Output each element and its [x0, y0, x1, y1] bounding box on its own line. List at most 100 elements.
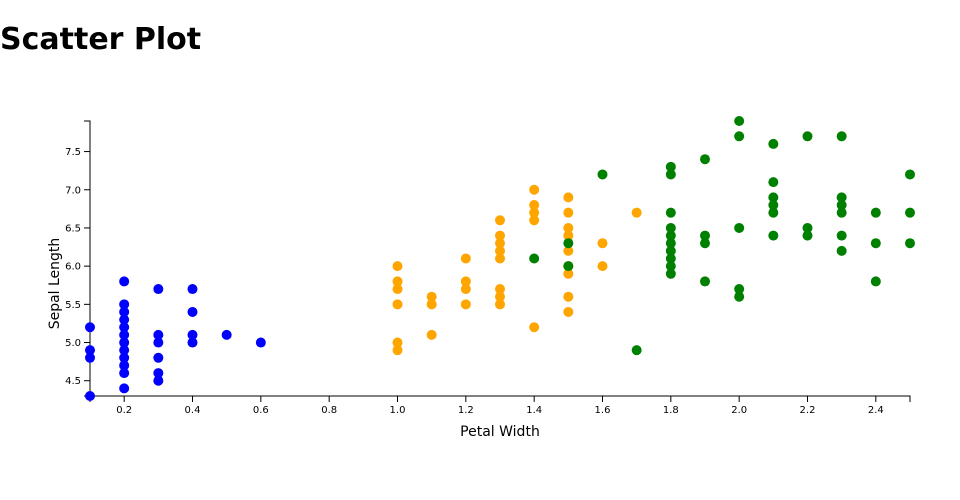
data-point [119, 345, 130, 356]
data-point [665, 245, 676, 256]
data-point [597, 169, 608, 180]
data-point [836, 131, 847, 142]
data-point [665, 268, 676, 279]
data-point [836, 200, 847, 211]
data-point [392, 337, 403, 348]
y-tick-label: 6.0 [65, 262, 81, 273]
data-point [119, 314, 130, 325]
x-tick-label: 2.0 [731, 405, 747, 416]
x-tick-label: 0.8 [321, 405, 337, 416]
y-tick-label: 7.5 [65, 147, 81, 158]
data-point [768, 177, 779, 188]
data-point [563, 268, 574, 279]
data-point [529, 215, 540, 226]
data-point [563, 207, 574, 218]
x-tick-label: 1.6 [595, 405, 611, 416]
data-point [392, 299, 403, 310]
data-point [700, 276, 710, 287]
data-point [426, 299, 437, 310]
data-point [734, 222, 745, 233]
data-point [85, 345, 95, 356]
data-point [700, 154, 710, 165]
data-point [495, 299, 505, 310]
data-point [665, 207, 676, 218]
x-tick-label: 2.4 [868, 405, 884, 416]
data-point [734, 116, 745, 126]
data-point [495, 230, 505, 241]
data-point [563, 192, 574, 203]
data-point [802, 131, 813, 142]
data-point [85, 322, 95, 333]
data-point [563, 222, 574, 233]
data-point [905, 238, 915, 249]
x-axis: 0.2 0.4 0.6 0.8 1.0 1.2 1.4 1.6 1.8 2.0 2.2 2.4 [89, 395, 911, 416]
data-point [119, 360, 130, 371]
y-tick-label: 4.5 [65, 376, 81, 387]
data-point [836, 245, 847, 256]
x-tick-label: 1.8 [663, 405, 679, 416]
data-point [529, 322, 540, 333]
x-axis-line [89, 395, 911, 402]
data-point [734, 284, 745, 295]
data-point [119, 306, 130, 317]
x-tick-label: 2.2 [800, 405, 816, 416]
data-point [221, 329, 232, 340]
data-point [665, 161, 676, 172]
data-point [768, 138, 779, 149]
y-tick-label: 5.5 [65, 300, 81, 311]
x-tick-label: 0.6 [253, 405, 269, 416]
data-point [460, 299, 471, 310]
data-point [870, 238, 881, 249]
data-point [153, 337, 164, 348]
data-point [119, 383, 130, 394]
data-point [597, 238, 608, 249]
data-point [495, 253, 505, 264]
data-point [870, 276, 881, 287]
data-point [529, 200, 540, 211]
data-point [495, 238, 505, 249]
x-tick-label: 0.4 [185, 405, 201, 416]
data-point [870, 207, 881, 218]
data-point [529, 253, 540, 264]
data-point [563, 230, 574, 241]
data-point [802, 230, 813, 241]
data-point [905, 169, 915, 180]
data-point [768, 192, 779, 203]
data-point [426, 329, 437, 340]
data-point [529, 184, 540, 195]
y-axis-label: Sepal Length [47, 238, 63, 330]
data-point [665, 238, 676, 249]
data-point [495, 215, 505, 226]
data-point [153, 329, 164, 340]
y-tick-label: 7.0 [65, 185, 81, 196]
data-point [665, 169, 676, 180]
data-point [187, 329, 198, 340]
data-point [836, 230, 847, 241]
data-point [700, 230, 710, 241]
data-point [734, 291, 745, 302]
data-point [563, 238, 574, 249]
data-point [153, 375, 164, 386]
data-point [665, 261, 676, 272]
data-point [85, 352, 95, 363]
data-point [187, 284, 198, 295]
data-point [700, 238, 710, 249]
data-point [119, 329, 130, 340]
data-point [597, 261, 608, 272]
data-point [460, 253, 471, 264]
data-point [768, 230, 779, 241]
data-point [119, 352, 130, 363]
data-point [495, 284, 505, 295]
data-points [85, 116, 915, 401]
data-point [734, 131, 745, 142]
y-tick-label: 5.0 [65, 338, 81, 349]
data-point [392, 284, 403, 295]
data-point [85, 391, 95, 401]
data-point [631, 345, 642, 356]
data-point [426, 291, 437, 302]
data-point [768, 207, 779, 218]
data-point [665, 253, 676, 264]
data-point [187, 337, 198, 348]
x-tick-label: 1.4 [526, 405, 542, 416]
